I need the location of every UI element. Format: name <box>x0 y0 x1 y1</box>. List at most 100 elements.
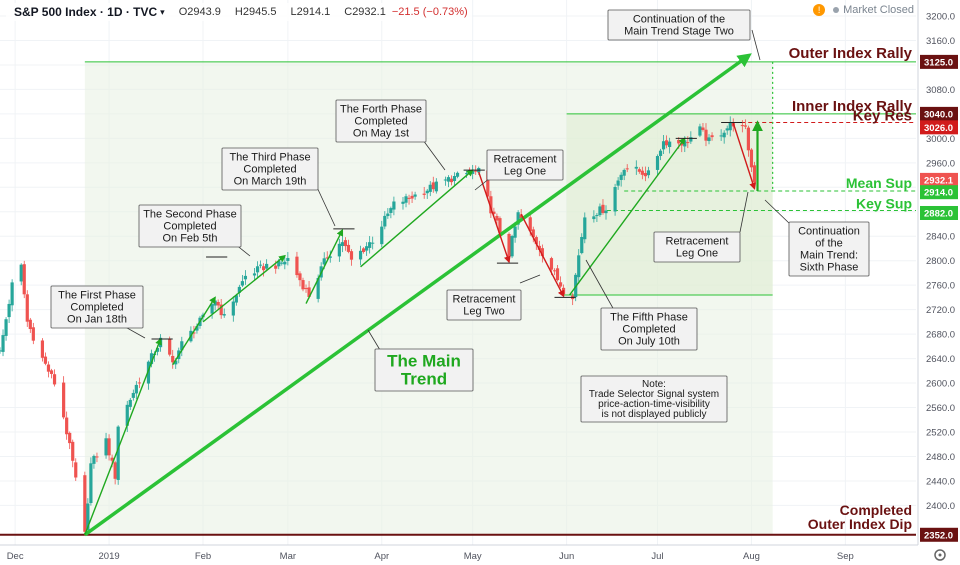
candle-body <box>86 503 90 530</box>
annotation-note: Note:Trade Selector Signal systemprice-a… <box>580 375 728 423</box>
gear-icon[interactable] <box>934 549 946 561</box>
annotation-text: The Second Phase <box>143 209 237 221</box>
candle-body <box>4 319 8 336</box>
annotation-text: Completed <box>243 164 296 176</box>
candle-body <box>428 184 432 192</box>
phase4-arrow <box>360 169 474 268</box>
candle-body <box>28 319 32 330</box>
candle-body <box>743 125 747 127</box>
badge-2882: 2882.0 <box>924 208 953 219</box>
price-tick-label: 2440.0 <box>926 476 955 487</box>
retracement-b-arrow <box>732 122 757 190</box>
price-axis: 2400.0 2440.0 2480.0 2520.0 2560.0 2600.0 2640… <box>917 0 960 545</box>
candle-body <box>1 335 5 352</box>
candle-body <box>380 226 384 245</box>
candle-body <box>383 215 387 227</box>
candle-body <box>749 149 754 168</box>
annotation-text: On Feb 5th <box>162 233 217 245</box>
candle-body <box>180 341 184 351</box>
annotation-leader <box>739 191 749 233</box>
candle-body <box>155 347 160 352</box>
candle-body <box>640 170 644 175</box>
annotation-text: On July 10th <box>618 336 680 348</box>
main-trend-arrow <box>83 53 752 537</box>
annotation-text: The Main <box>387 351 461 370</box>
annotation-box <box>788 221 870 277</box>
candle-body <box>316 277 320 299</box>
candle-body <box>295 256 299 276</box>
candle-body <box>389 208 393 213</box>
candle-body <box>401 201 405 204</box>
candle-body <box>601 204 605 213</box>
candle-body <box>7 303 11 318</box>
annotation-text: The Third Phase <box>229 152 310 164</box>
retracement-two-arrow <box>520 213 565 298</box>
candle-body <box>552 270 557 272</box>
time-tick-label: Aug <box>743 551 760 562</box>
price-axis-bg <box>918 0 960 545</box>
chevron-down-icon[interactable]: ▾ <box>160 6 165 17</box>
candle-body <box>68 432 72 444</box>
annotation-box <box>138 204 242 248</box>
candle-body <box>386 213 390 217</box>
candle-body <box>449 178 454 183</box>
candle-body <box>540 248 544 257</box>
annotation-box <box>221 147 319 191</box>
annotation-text: Retracement <box>666 236 729 248</box>
candle-body <box>71 441 75 461</box>
candle-body <box>362 248 366 252</box>
time-tick-label: Dec <box>7 551 24 562</box>
candle-body <box>613 187 617 212</box>
phase2-arrow <box>172 296 216 366</box>
candle-body <box>25 294 29 322</box>
symbol-title[interactable]: S&P 500 Index · 1D · TVC <box>14 5 158 19</box>
candle-body <box>107 438 111 456</box>
phase5-arrow <box>569 137 686 296</box>
mean-sup-label: Mean Sup <box>846 175 912 191</box>
annotation-text: Continuation of the <box>633 14 725 26</box>
annotation-text: The Fifth Phase <box>610 312 688 324</box>
key-res-label: Key Res <box>853 107 912 124</box>
annotation-leader <box>764 199 791 225</box>
candle-body <box>231 301 235 316</box>
badge-2914-bg <box>920 185 958 200</box>
annotation-text: Trend <box>401 369 447 388</box>
exclamation-icon[interactable]: ! <box>813 4 826 16</box>
annotation-text: Retracement <box>453 294 516 306</box>
candle-body <box>583 217 587 240</box>
price-tick-label: 2760.0 <box>926 281 955 292</box>
price-tick-label: 2520.0 <box>926 428 955 439</box>
ohlc-high: H2945.5 <box>234 6 277 18</box>
candle-body <box>598 206 602 216</box>
candle-body <box>243 275 248 280</box>
candle-body <box>83 475 87 532</box>
time-tick-label: Jul <box>651 551 663 562</box>
candle-body <box>304 288 308 290</box>
price-tick-label: 2400.0 <box>926 501 955 512</box>
price-tick-label: 2600.0 <box>926 379 955 390</box>
candle-body <box>434 181 438 192</box>
candle-body <box>343 240 348 247</box>
badge-last: 2932.1 <box>924 175 954 186</box>
candle-body <box>171 355 175 363</box>
candle-body <box>580 237 584 254</box>
candle-body <box>746 127 751 151</box>
badge-2914: 2914.0 <box>924 188 953 199</box>
candle-body <box>216 301 220 306</box>
time-tick-label: May <box>464 551 482 562</box>
candle-body <box>43 356 48 364</box>
candle-body <box>555 268 560 281</box>
candle-body <box>337 243 341 257</box>
annotation-text: Leg Two <box>463 306 504 318</box>
candle-body <box>219 304 223 316</box>
candle-body <box>686 142 690 144</box>
candle-body <box>65 417 69 435</box>
candle-body <box>558 282 563 287</box>
candle-body <box>549 258 554 270</box>
price-tick-label: 3080.0 <box>926 85 955 96</box>
annotation-box <box>446 289 522 321</box>
gear-icon-ring <box>934 549 946 561</box>
candle-body <box>298 273 302 281</box>
